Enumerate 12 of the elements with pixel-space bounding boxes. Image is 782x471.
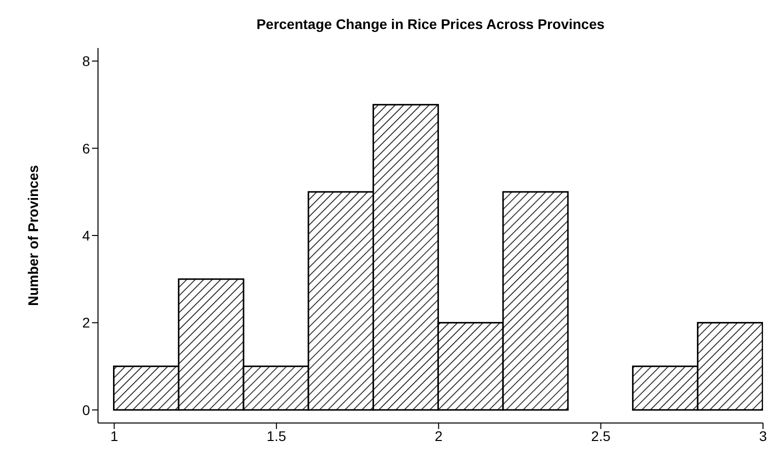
x-tick-label: 3	[759, 428, 768, 444]
y-tick-label: 4	[82, 227, 90, 244]
y-tick-label: 0	[82, 402, 90, 418]
y-axis-title: Number of Provinces	[24, 164, 41, 306]
x-tick-label: 1	[110, 428, 118, 444]
x-tick-label: 2	[434, 428, 443, 444]
y-tick-label: 2	[82, 314, 90, 331]
y-tick-label: 8	[82, 53, 90, 70]
x-tick-label: 2.5	[591, 428, 611, 444]
x-tick-label: 1.5	[266, 428, 286, 444]
chart-title: Percentage Change in Rice Prices Across Provinces	[255, 16, 606, 32]
y-tick-label: 6	[82, 140, 90, 156]
